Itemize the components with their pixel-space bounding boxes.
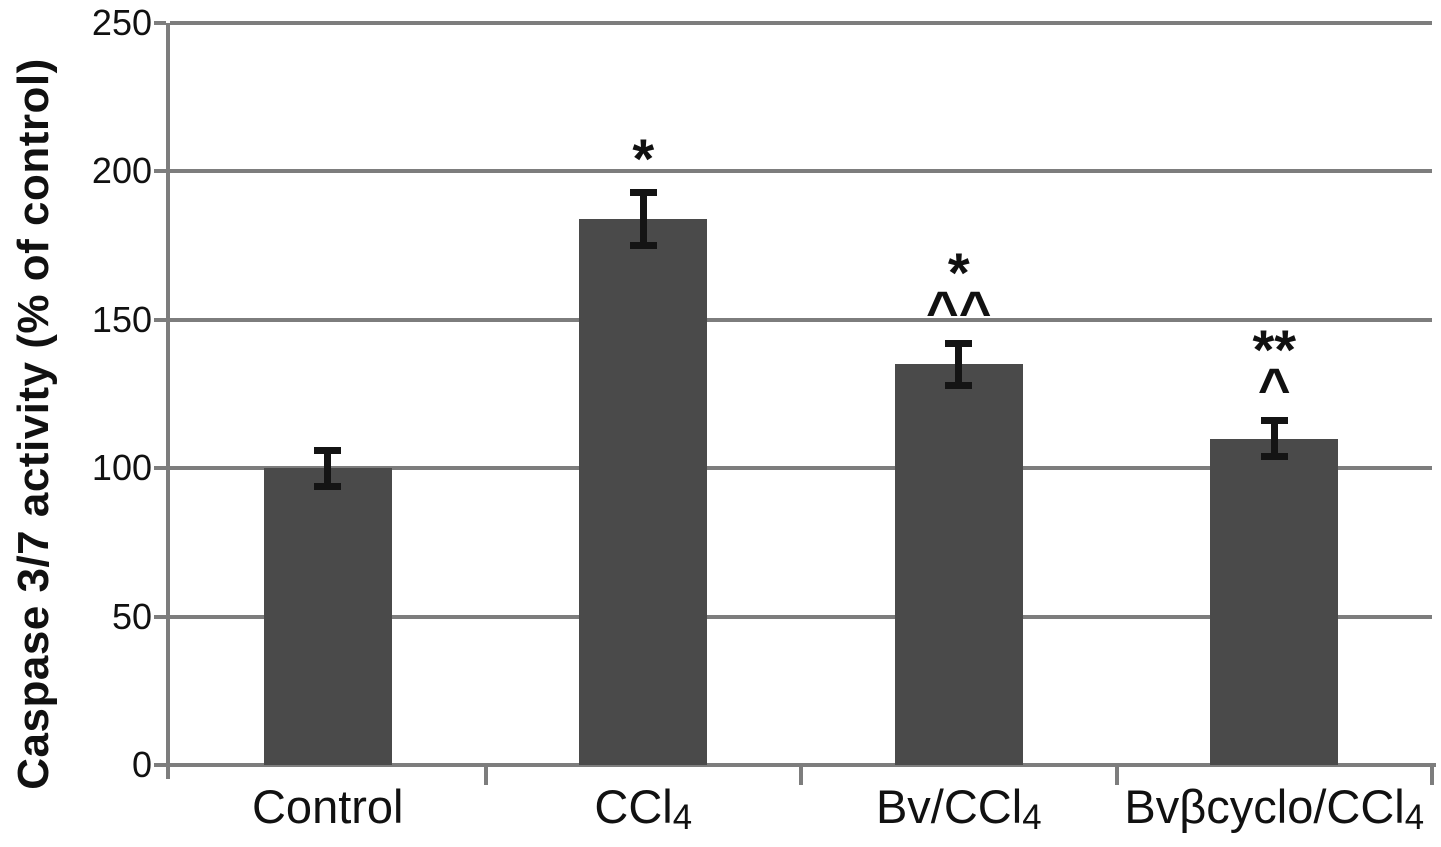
bar [1210, 438, 1339, 765]
gridline [170, 317, 1432, 322]
error-bar-cap-top [314, 446, 342, 454]
y-tick-label: 200 [91, 150, 152, 192]
y-tick [154, 763, 166, 767]
error-bar-cap-bottom [314, 482, 342, 490]
error-bar [1270, 420, 1278, 457]
y-tick-label: 50 [111, 595, 152, 637]
error-bar [639, 192, 647, 246]
significance-marker: ^^ [926, 278, 992, 342]
y-tick [154, 466, 166, 471]
x-category-label: Bvβcyclo/CCl4 [1124, 780, 1425, 838]
x-tick [1430, 765, 1434, 785]
y-tick-label: 150 [91, 298, 152, 340]
x-category-label: Control [251, 780, 404, 833]
y-axis-line [166, 23, 170, 779]
error-bar-cap-top [629, 188, 657, 196]
y-tick [154, 317, 166, 322]
error-bar [955, 343, 963, 386]
y-tick [154, 169, 166, 174]
significance-markers: ** ^ [1124, 317, 1424, 419]
y-tick [154, 614, 166, 619]
x-tick [483, 765, 488, 785]
bar [894, 364, 1023, 765]
error-bar [324, 450, 332, 487]
y-tick-label: 250 [91, 2, 152, 43]
y-tick [154, 21, 166, 25]
gridline [170, 614, 1432, 619]
error-bar-cap-bottom [629, 242, 657, 250]
error-bar-cap-bottom [1260, 452, 1288, 460]
gridline [170, 466, 1432, 471]
y-tick-label: 100 [91, 447, 152, 489]
error-bar-cap-top [945, 340, 973, 348]
bar [579, 218, 708, 765]
y-tick-label: 0 [131, 744, 152, 785]
significance-markers: * ^^ [809, 240, 1109, 342]
plot-area: 0 50 100 150 200 250 Control * CCl4 * ^^ Bv/CCl4 ** ^… [92, 5, 1436, 836]
error-bar-cap-bottom [945, 381, 973, 389]
bar [263, 468, 392, 765]
significance-marker: ** [1252, 317, 1297, 381]
x-tick [799, 765, 803, 785]
x-category-label: CCl4 [594, 780, 693, 838]
significance-marker: * [632, 127, 655, 191]
x-tick [1114, 765, 1119, 785]
significance-markers: * [493, 127, 793, 191]
significance-marker: ^ [1257, 355, 1291, 419]
gridline [170, 169, 1432, 174]
gridline [170, 21, 1432, 25]
x-category-label: Bv/CCl4 [875, 780, 1042, 838]
error-bar-cap-top [1260, 417, 1288, 425]
significance-marker: * [947, 240, 970, 304]
